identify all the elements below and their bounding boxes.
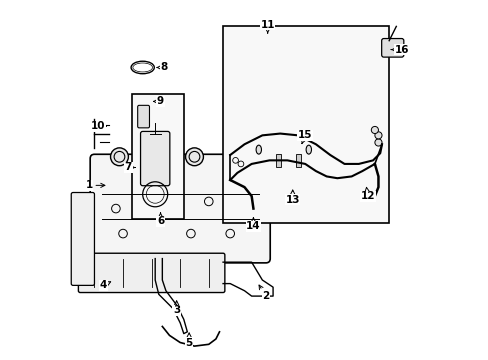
Text: 14: 14 (245, 218, 260, 231)
Text: 15: 15 (297, 130, 312, 144)
Text: 16: 16 (390, 45, 408, 55)
Text: 9: 9 (153, 96, 164, 107)
Bar (223, 26, 388, 223)
Text: 5: 5 (185, 333, 192, 347)
Text: 4: 4 (100, 280, 110, 291)
Circle shape (110, 148, 128, 166)
Text: 12: 12 (360, 187, 374, 201)
Ellipse shape (256, 145, 261, 154)
Bar (275, 154, 281, 167)
FancyBboxPatch shape (381, 39, 403, 57)
Bar (132, 94, 183, 219)
FancyBboxPatch shape (78, 253, 224, 293)
FancyBboxPatch shape (140, 131, 169, 186)
Circle shape (370, 126, 378, 134)
Text: 6: 6 (157, 213, 164, 226)
Text: 8: 8 (157, 63, 167, 72)
Text: 13: 13 (285, 190, 299, 204)
Text: 10: 10 (91, 121, 106, 131)
Text: 11: 11 (260, 19, 274, 33)
Circle shape (374, 132, 381, 139)
FancyBboxPatch shape (71, 193, 94, 285)
Circle shape (185, 148, 203, 166)
FancyBboxPatch shape (90, 154, 270, 263)
Bar (295, 154, 300, 167)
Text: 3: 3 (173, 301, 180, 315)
Text: 2: 2 (259, 285, 269, 301)
Ellipse shape (305, 145, 311, 154)
Circle shape (374, 139, 381, 146)
Text: 1: 1 (85, 180, 104, 190)
Text: 7: 7 (124, 162, 135, 172)
FancyBboxPatch shape (138, 105, 149, 128)
